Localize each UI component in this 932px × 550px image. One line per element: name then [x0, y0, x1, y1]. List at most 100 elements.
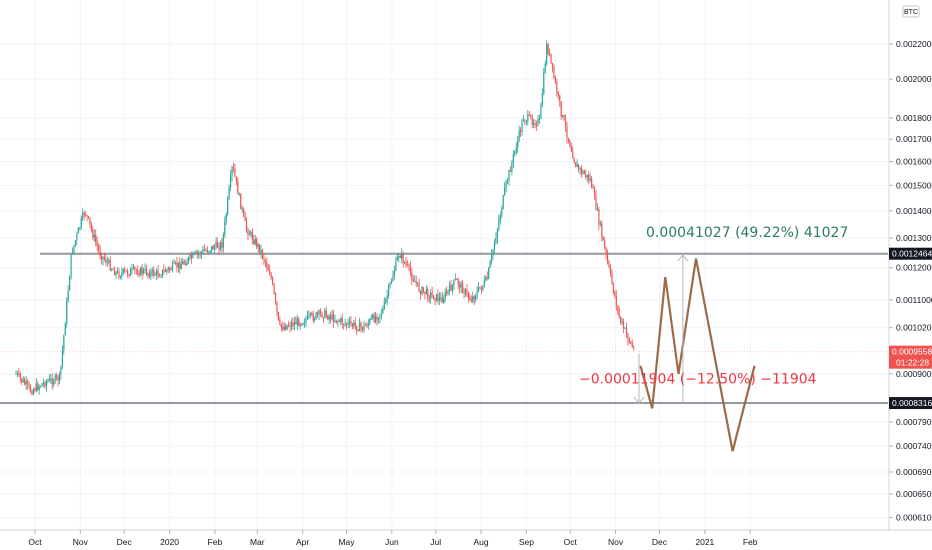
candle-body [31, 392, 33, 395]
candle-body [380, 313, 382, 315]
candle-body [74, 240, 77, 245]
candle-body [308, 315, 310, 317]
candle-body [161, 269, 164, 277]
candle-body [533, 122, 535, 125]
candle-body [211, 246, 213, 251]
candle-body [45, 381, 48, 387]
candle-body [321, 313, 323, 318]
grid-lines [0, 0, 888, 530]
candle-body [189, 254, 191, 258]
candle-body [195, 251, 197, 253]
candle-body [347, 322, 349, 325]
candle-body [617, 306, 619, 309]
candle-body [531, 117, 533, 125]
candle-body [118, 271, 120, 278]
candle-body [519, 130, 522, 132]
candle-body [528, 114, 530, 116]
candle-body [280, 323, 282, 328]
time-axis[interactable]: Oct Nov Dec 2020 Feb Mar Apr May Jun Jul Aug Sep Oct… [0, 529, 932, 547]
price-axis[interactable]: 0.00220000 0.00200000 0.00180000 0.00170000… [888, 0, 932, 530]
candle-body [80, 218, 82, 228]
candle-body [212, 246, 214, 250]
candle-body [582, 171, 584, 174]
candle-body [261, 249, 264, 258]
candle-body [547, 43, 549, 54]
candle-body [40, 386, 42, 388]
candle-body [521, 121, 523, 132]
candle-body [483, 280, 485, 286]
candle-body [354, 322, 356, 326]
price-tick-label: 0.00150000 [896, 180, 932, 190]
candle-body [569, 140, 571, 147]
candle-body [493, 243, 496, 250]
price-tick-label: 0.00102000 [896, 323, 932, 333]
candle-body [512, 154, 514, 163]
candle-body [417, 282, 419, 284]
candle-body [254, 239, 256, 244]
candle-body [550, 53, 552, 63]
candle-body [611, 272, 613, 284]
candle-body [540, 104, 542, 119]
candle-body [627, 333, 629, 340]
candle-body [26, 381, 29, 384]
candle-body [379, 314, 381, 318]
candle-body [633, 346, 635, 349]
candle-body [338, 320, 340, 322]
candle-body [24, 379, 26, 385]
candle-body [389, 282, 391, 286]
candle-body [222, 234, 224, 248]
candle-body [601, 223, 603, 237]
candle-body [105, 259, 107, 263]
candle-body [334, 320, 336, 323]
candle-body [243, 208, 245, 215]
candle-body [441, 297, 443, 303]
candle-body [530, 115, 532, 118]
time-tick-label: Aug [474, 537, 489, 547]
candle-body [527, 114, 529, 122]
candle-body [135, 269, 137, 271]
candle-body [448, 284, 451, 290]
candle-body [87, 216, 90, 218]
candle-body [66, 301, 68, 324]
candle-body [50, 378, 52, 380]
candle-body [77, 227, 79, 234]
candle-body [543, 72, 545, 94]
candle-body [205, 250, 207, 252]
candle-body [251, 231, 253, 240]
price-tick-label: 0.00090000 [896, 369, 932, 379]
candle-body [86, 215, 88, 217]
candle-body [469, 297, 471, 300]
candle-body [479, 287, 481, 289]
candle-body [485, 277, 487, 281]
candle-body [157, 270, 159, 277]
candle-body [305, 319, 307, 323]
candle-body [518, 130, 520, 141]
candle-body [376, 316, 378, 320]
candle-body [61, 350, 63, 366]
candle-body [498, 220, 500, 230]
candle-body [241, 208, 243, 210]
candle-body [183, 261, 185, 264]
candle-body [274, 293, 277, 303]
candle-body [41, 383, 43, 387]
candle-body [106, 261, 108, 263]
time-tick-label: Dec [652, 537, 668, 547]
candle-body [69, 276, 71, 291]
candle-body [428, 297, 430, 299]
candle-body [228, 187, 230, 199]
candle-body [593, 188, 596, 195]
candle-body [470, 299, 472, 302]
price-tick-label: 0.00079000 [896, 417, 932, 427]
candle-body [309, 313, 311, 316]
candle-body [589, 178, 591, 181]
candle-body [237, 181, 239, 195]
candle-body [430, 292, 432, 298]
candle-body [344, 323, 346, 325]
candle-body [406, 264, 409, 266]
candle-body [453, 279, 455, 285]
candle-body [427, 288, 429, 298]
candle-body [203, 249, 206, 251]
candle-body [225, 214, 227, 222]
candle-body [602, 236, 604, 241]
